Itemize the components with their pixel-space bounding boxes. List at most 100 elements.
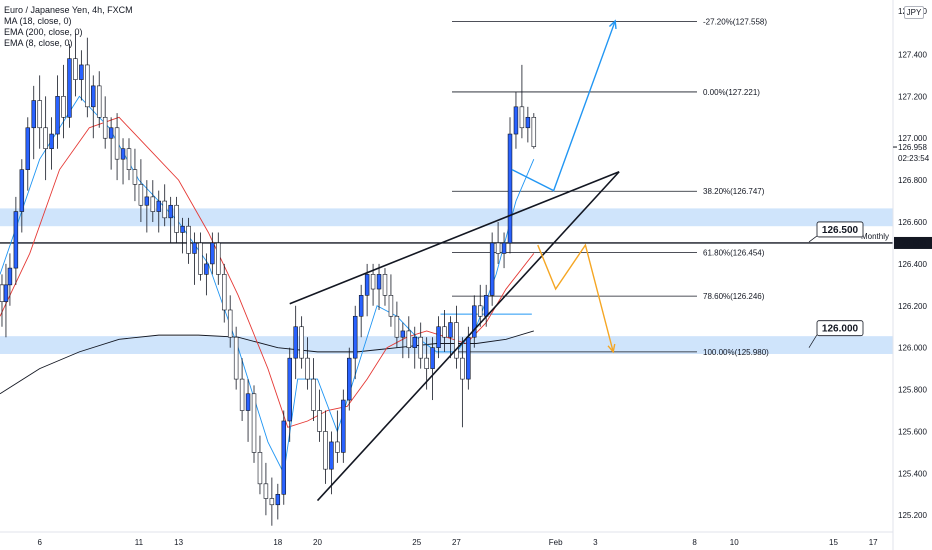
projection-down-arrow-head (607, 343, 616, 354)
callout-box-1[interactable] (816, 320, 864, 337)
candle-body (67, 58, 72, 118)
candle-body (120, 148, 126, 160)
candle-body (19, 169, 25, 212)
fib-label-5: 100.00%(125.980) (703, 348, 769, 357)
y-tick-label: 125.400 (898, 469, 927, 478)
candle-body (43, 127, 48, 150)
candle-body (204, 263, 209, 275)
candle-body (472, 305, 477, 338)
fib-label-2: 38.20%(126.747) (703, 187, 765, 196)
candle-body (61, 96, 66, 118)
x-tick-label: 11 (135, 538, 144, 547)
y-tick-label: 127.400 (898, 50, 927, 59)
candle-body (263, 483, 269, 499)
candle-body (382, 274, 388, 296)
fib-label-4: 78.60%(126.246) (703, 292, 765, 301)
candle-body (233, 336, 239, 380)
candle-body (102, 116, 108, 139)
y-tick-label: 126.200 (898, 302, 927, 311)
candle-body (394, 315, 400, 338)
projection-up-arrow-head (608, 19, 617, 29)
candle-body (519, 106, 525, 129)
candle-body (192, 242, 197, 254)
candle-body (400, 330, 406, 338)
fib-label-0: -27.20%(127.558) (703, 17, 767, 26)
candle-body (436, 326, 441, 348)
candle-body (55, 96, 60, 135)
ma18-line (0, 116, 535, 428)
candle-body (311, 378, 316, 411)
candle-body (406, 330, 412, 348)
x-tick-label: 20 (313, 538, 322, 547)
candle-body (37, 100, 42, 129)
candle-body (323, 431, 328, 470)
support-zone-1 (0, 208, 893, 227)
callout-box-0[interactable] (816, 221, 864, 238)
candle-body (186, 225, 191, 254)
legend-indicator-ema8: EMA (8, close, 0) (4, 38, 73, 48)
y-tick-label: 125.200 (898, 511, 927, 520)
candle-body (370, 274, 376, 290)
monthly-label: Monthly (861, 232, 889, 241)
candle-body (227, 309, 233, 338)
candle-body (489, 242, 495, 296)
candle-body (126, 148, 132, 170)
currency-badge[interactable]: JPY (904, 6, 924, 19)
x-tick-label: 18 (273, 538, 282, 547)
candle-body (376, 274, 382, 290)
projection-down-arrow (537, 243, 614, 353)
y-tick-label: 127.200 (898, 92, 927, 101)
fib-label-1: 0.00%(127.221) (703, 88, 760, 97)
y-tick-label: 126.400 (898, 260, 927, 269)
candle-body (501, 242, 507, 254)
candle-body (156, 200, 161, 212)
y-tick-label: 126.800 (898, 176, 927, 185)
x-tick-label: 17 (869, 538, 878, 547)
candle-body (454, 322, 459, 359)
x-tick-label: 27 (452, 538, 461, 547)
candle-body (341, 399, 346, 453)
candle-body (305, 357, 310, 380)
y-tick-label: 126.600 (898, 218, 927, 227)
ema8-line (0, 95, 535, 475)
wedge-line-1 (316, 171, 620, 502)
candle-body (281, 420, 287, 495)
candle-body (495, 242, 501, 254)
candle-body (347, 357, 352, 401)
candle-body (25, 127, 31, 170)
callout-pointer-1 (808, 334, 818, 348)
chart-legend: Euro / Japanese Yen, 4h, FXCM MA (18, cl… (4, 5, 133, 49)
candle-body (287, 357, 292, 422)
candle-body (96, 85, 102, 118)
candle-body (216, 242, 221, 275)
candle-body (31, 100, 36, 129)
candle-body (466, 336, 471, 380)
candle-body (448, 322, 453, 338)
candle-body (138, 184, 144, 206)
x-tick-label: 3 (593, 538, 598, 547)
candle-body (162, 200, 167, 219)
candle-body (239, 378, 245, 411)
x-tick-label: 8 (692, 538, 697, 547)
candle-body (275, 493, 281, 506)
candle-body (174, 204, 179, 233)
callout-label-1: 126.000 (822, 324, 859, 335)
candle-body (0, 284, 5, 302)
last-price-label: 126.958 (898, 143, 927, 152)
x-tick-label: 25 (412, 538, 421, 547)
candle-body (364, 274, 370, 296)
candle-body (460, 357, 465, 380)
candle-body (478, 305, 483, 317)
candle-body (3, 284, 9, 302)
candle-body (257, 452, 263, 485)
candle-body (531, 116, 537, 147)
legend-indicator-ema200: EMA (200, close, 0) (4, 27, 83, 37)
candle-body (73, 58, 78, 80)
support-zone-2 (0, 336, 893, 354)
candle-body (317, 410, 322, 432)
candle-body (483, 295, 489, 317)
candle-body (329, 441, 334, 470)
x-tick-label: 10 (730, 538, 739, 547)
